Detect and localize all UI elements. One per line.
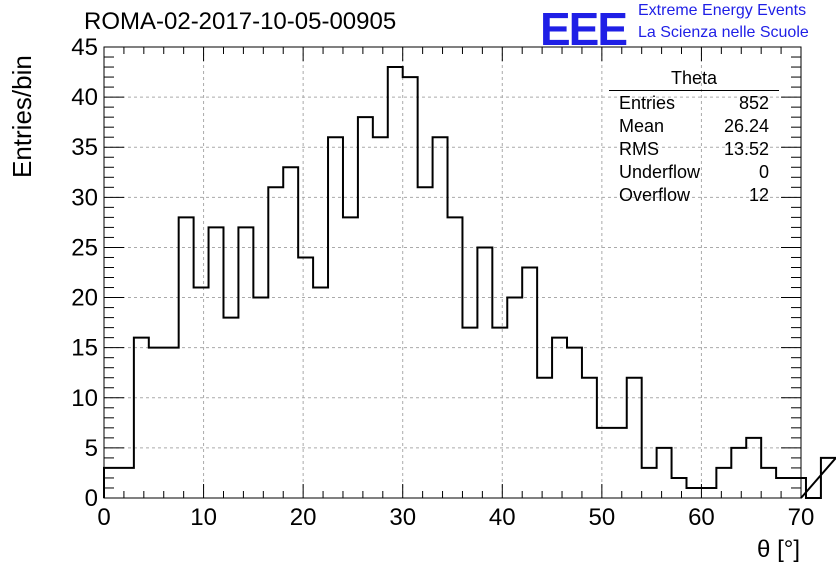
stats-row-entries: Entries 852: [609, 93, 779, 116]
y-tick-label: 20: [71, 285, 98, 312]
y-tick-label: 45: [71, 34, 98, 61]
y-tick-label: 15: [71, 335, 98, 362]
stats-header: Theta: [609, 68, 779, 91]
plot-frame: [103, 46, 802, 499]
y-axis-label: Entries/bin: [7, 55, 37, 178]
x-tick-label: 40: [489, 504, 516, 531]
x-tick-label: 20: [290, 504, 317, 531]
stats-row-overflow: Overflow 12: [609, 185, 779, 208]
histogram-step-line: [103, 66, 836, 499]
stats-label: Entries: [619, 93, 676, 113]
stats-value: 26.24: [723, 116, 769, 136]
stats-row-rms: RMS 13.52: [609, 139, 779, 162]
x-tick-label: 60: [688, 504, 715, 531]
stats-value: 12: [748, 185, 769, 205]
y-tick-label: 30: [71, 184, 98, 211]
stats-value: 852: [738, 93, 769, 113]
brand-line-1: Extreme Energy Events: [638, 2, 807, 19]
x-tick-label: 10: [190, 504, 217, 531]
stats-value: 13.52: [723, 139, 769, 159]
stats-row-mean: Mean 26.24: [609, 116, 779, 139]
y-tick-label: 25: [71, 234, 98, 261]
y-tick-label: 10: [71, 385, 98, 412]
stats-box: Theta Entries 852 Mean 26.24 RMS 13.52 U…: [609, 68, 779, 208]
x-tick-label: 50: [589, 504, 616, 531]
stats-label: RMS: [619, 139, 659, 159]
chart-title: ROMA-02-2017-10-05-00905: [84, 8, 397, 35]
brand-line-2: La Scienza nelle Scuole: [638, 24, 809, 41]
stats-label: Underflow: [619, 162, 701, 182]
stats-value: 0: [758, 162, 769, 182]
y-tick-label: 35: [71, 134, 98, 161]
stats-row-underflow: Underflow 0: [609, 162, 779, 185]
x-tick-label: 30: [389, 504, 416, 531]
stats-label: Overflow: [619, 185, 691, 205]
stats-label: Mean: [619, 116, 665, 136]
eee-logo: EEE: [540, 3, 628, 55]
y-tick-label: 5: [85, 435, 98, 462]
x-tick-label: 70: [788, 504, 815, 531]
x-tick-label: 0: [97, 504, 110, 531]
x-axis-label: θ [°]: [757, 536, 800, 563]
y-tick-label: 40: [71, 84, 98, 111]
y-tick-label: 0: [85, 485, 98, 512]
